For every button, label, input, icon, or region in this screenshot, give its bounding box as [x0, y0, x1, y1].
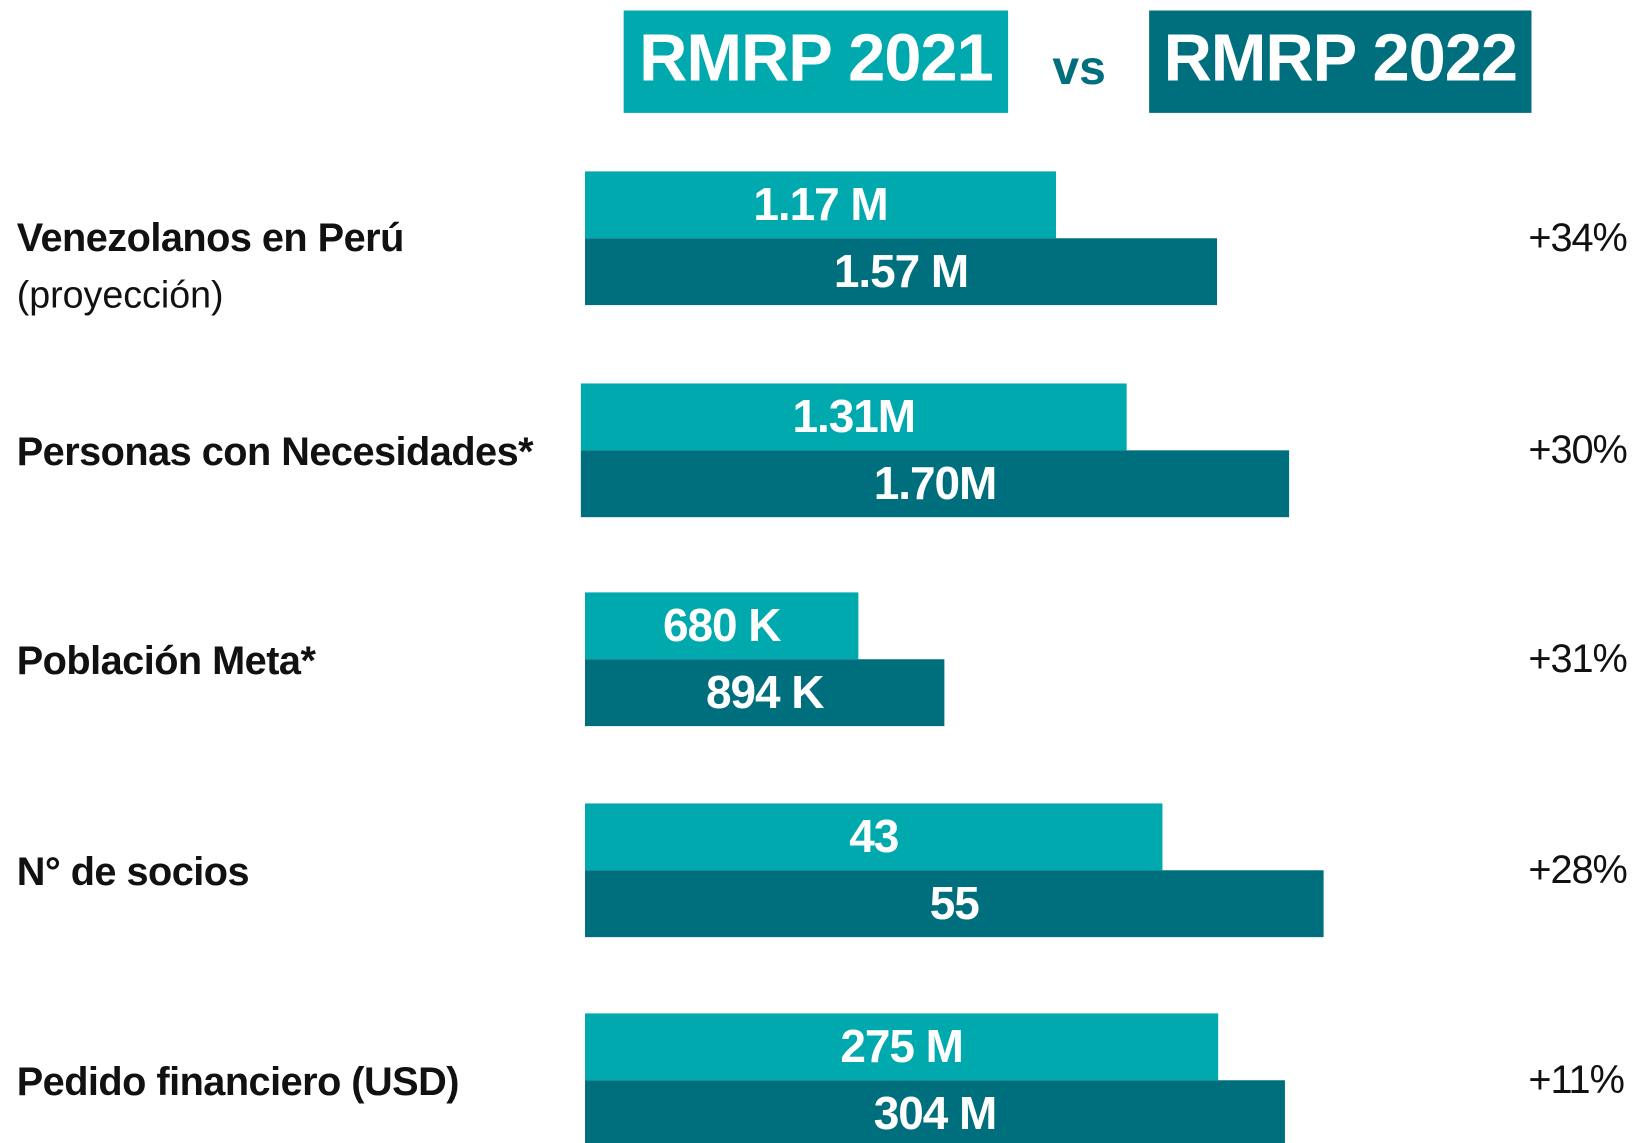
- legend-label: RMRP 2021: [639, 20, 992, 95]
- bar: [585, 870, 1324, 938]
- change-label: +30%: [1528, 428, 1626, 472]
- value-label: 275 M: [840, 1020, 963, 1072]
- category-label: Pedido financiero (USD): [17, 1060, 459, 1104]
- bar: [580, 450, 1290, 518]
- category-label: Venezolanos en Perú: [17, 216, 404, 260]
- category-label: N° de socios: [17, 850, 249, 894]
- change-label: +28%: [1528, 848, 1626, 892]
- value-label: 894 K: [706, 666, 824, 718]
- change-label: +31%: [1528, 637, 1626, 681]
- bar: [585, 659, 945, 727]
- bar: [585, 238, 1218, 306]
- bar: [585, 1013, 1219, 1081]
- category-note: (proyección): [17, 274, 224, 316]
- legend-label: RMRP 2022: [1164, 20, 1517, 95]
- bar: [585, 171, 1057, 239]
- value-label: 1.70M: [874, 457, 997, 509]
- change-label: +34%: [1528, 216, 1626, 260]
- value-label: 680 K: [663, 599, 781, 651]
- value-label: 304 M: [874, 1087, 997, 1139]
- category-label: Población Meta*: [17, 639, 317, 683]
- bar: [585, 1080, 1285, 1143]
- connector: vs: [1052, 42, 1105, 95]
- value-label: 1.31M: [792, 390, 915, 442]
- category-label: Personas con Necesidades*: [17, 430, 534, 474]
- value-label: 43: [849, 810, 898, 862]
- change-label: +11%: [1528, 1058, 1624, 1102]
- legend-box: [623, 10, 1009, 113]
- value-label: 55: [930, 877, 980, 929]
- value-label: 1.17 M: [753, 178, 887, 230]
- bar: [585, 803, 1163, 871]
- bar: [585, 592, 859, 660]
- bar: [580, 383, 1127, 451]
- legend-box: [1149, 10, 1532, 113]
- value-label: 1.57 M: [834, 245, 968, 297]
